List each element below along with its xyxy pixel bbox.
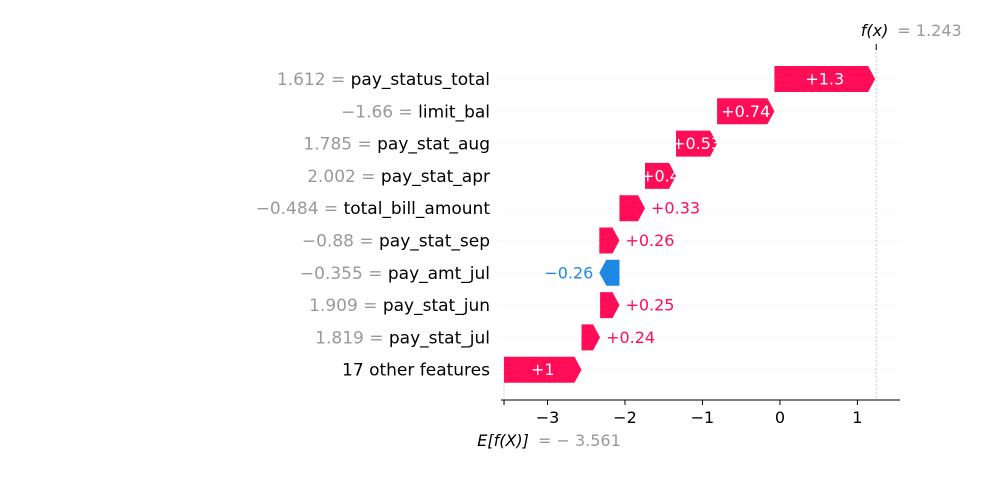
feature-row-label: 1.909 = pay_stat_jun — [309, 296, 490, 316]
output-value-name: f(x) — [861, 21, 889, 40]
feature-name: pay_stat_jul — [389, 328, 490, 348]
feature-name: 17 other features — [342, 361, 490, 381]
feature-name: pay_status_total — [351, 70, 490, 90]
feature-name: pay_stat_aug — [377, 135, 490, 155]
feature-row-label: 2.002 = pay_stat_apr — [307, 167, 490, 187]
feature-row-label: −0.355 = pay_amt_jul — [300, 264, 490, 284]
feature-row-label: 1.612 = pay_status_total — [277, 70, 490, 90]
bar-negative — [599, 259, 620, 286]
x-tick-label: 0 — [775, 408, 785, 427]
feature-value: −0.355 = — [300, 264, 388, 284]
feature-name: pay_stat_sep — [379, 232, 490, 252]
base-value-label: E[f(X)] = − 3.561 — [477, 431, 621, 450]
bar-positive — [504, 356, 582, 383]
feature-row-label: 1.819 = pay_stat_jul — [315, 328, 490, 348]
feature-value: −1.66 = — [341, 102, 418, 122]
bar-value-label: +0.24 — [606, 328, 655, 347]
feature-value: 2.002 = — [307, 167, 381, 187]
output-value-number: = 1.243 — [897, 21, 961, 40]
row-gridlines — [501, 78, 900, 371]
x-axis: −3 −2 −1 0 1 — [501, 399, 900, 427]
feature-name: total_bill_amount — [344, 199, 491, 219]
bar-value-label: +1.3 — [805, 70, 844, 89]
feature-row-label: 17 other features — [342, 361, 490, 381]
x-tick-label: −1 — [691, 408, 715, 427]
feature-value: 1.819 = — [315, 328, 389, 348]
bar-value-label: +0.25 — [625, 296, 674, 315]
feature-value: 1.612 = — [277, 70, 351, 90]
bar-value-label: +0.33 — [651, 199, 700, 218]
bar-positive — [619, 195, 646, 222]
feature-row-label: −0.484 = total_bill_amount — [256, 199, 491, 219]
bar-value-label: −0.26 — [544, 263, 593, 282]
feature-name: pay_stat_jun — [383, 296, 490, 316]
base-value-number: = − 3.561 — [538, 431, 621, 450]
bar-value-label: +0.53 — [672, 134, 721, 153]
bar-value-label: +0.4 — [641, 166, 680, 185]
bar-value-label: +1 — [531, 360, 555, 379]
feature-value: 1.785 = — [303, 135, 377, 155]
bar-value-label: +0.74 — [721, 102, 770, 121]
bar-positive — [581, 324, 601, 351]
feature-name: limit_bal — [418, 102, 490, 122]
bar-positive — [600, 292, 620, 319]
feature-name: pay_stat_apr — [381, 167, 490, 187]
bar-positive — [717, 98, 775, 125]
feature-row-label: 1.785 = pay_stat_aug — [303, 135, 490, 155]
x-tick-label: −2 — [613, 408, 637, 427]
feature-row-label: −0.88 = pay_stat_sep — [302, 232, 490, 252]
output-value-label: f(x) = 1.243 — [861, 21, 962, 40]
contribution-bars: +1.3 +0.74+0.53 +0.4 +0.33 +0.26 −0.26 +0.25 +0… — [504, 66, 876, 383]
feature-value: 1.909 = — [309, 296, 383, 316]
bar-positive — [774, 66, 876, 92]
base-value-name: E[f(X)] — [477, 431, 529, 450]
row-labels: 1.612 = pay_status_total −1.66 = limit_ba… — [256, 70, 491, 381]
x-tick-label: −3 — [536, 408, 560, 427]
bar-positive — [599, 227, 620, 254]
feature-value: −0.484 = — [256, 199, 344, 219]
bar-value-label: +0.26 — [625, 231, 674, 250]
feature-value: −0.88 = — [302, 232, 379, 252]
feature-row-label: −1.66 = limit_bal — [341, 102, 490, 122]
x-tick-label: 1 — [852, 408, 862, 427]
bar-positive — [676, 130, 718, 157]
feature-name: pay_amt_jul — [388, 264, 490, 284]
bar-positive — [645, 162, 677, 189]
